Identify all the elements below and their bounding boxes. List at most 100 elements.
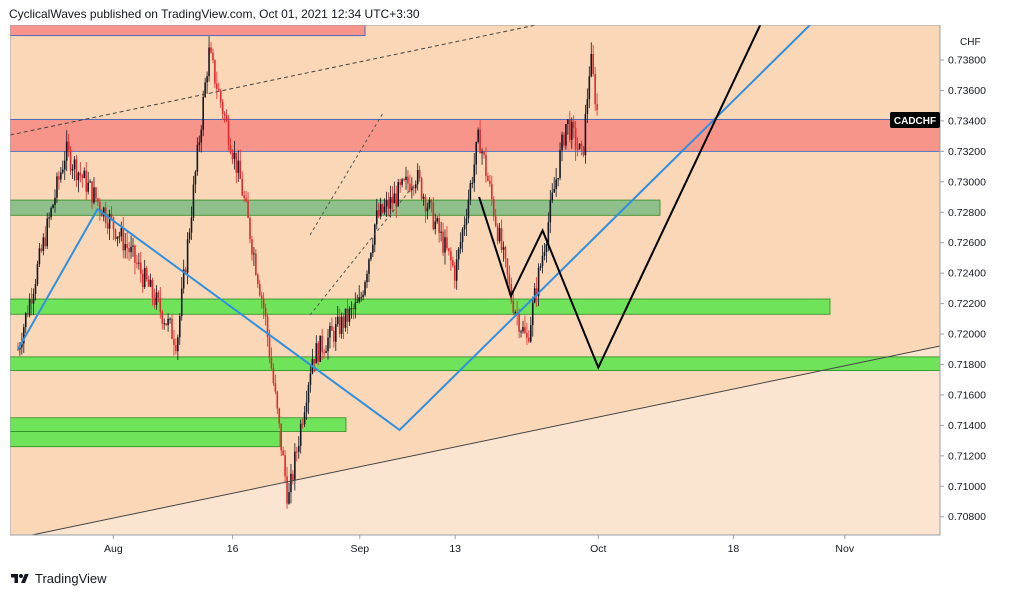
- candle-body: [530, 325, 532, 342]
- candle-body: [141, 273, 144, 288]
- candle-body: [586, 99, 589, 114]
- candle-body: [163, 323, 165, 325]
- candle-body: [262, 298, 265, 309]
- candle-body: [169, 318, 171, 320]
- candle-body: [208, 47, 210, 77]
- candle-body: [274, 383, 277, 392]
- candle-body: [99, 201, 101, 212]
- candle-body: [364, 282, 366, 295]
- candle-body: [138, 262, 140, 264]
- candle-body: [430, 199, 433, 203]
- candle-body: [120, 228, 123, 237]
- candle-body: [576, 148, 579, 150]
- price-tick-label: 0.71000: [948, 481, 986, 493]
- candle-body: [528, 337, 530, 342]
- candle-body: [418, 170, 421, 179]
- candle-body: [549, 200, 552, 223]
- candle-body: [551, 192, 554, 201]
- candle-body: [541, 256, 544, 267]
- price-tick-label: 0.70800: [948, 511, 986, 523]
- candle-body: [177, 337, 179, 352]
- candle-body: [383, 206, 386, 213]
- candle-body: [307, 384, 310, 403]
- candle-body: [483, 151, 485, 155]
- channel-zone: [10, 25, 940, 535]
- candle-body: [465, 218, 468, 225]
- candle-body: [377, 210, 380, 217]
- candle-body: [227, 121, 230, 146]
- candle-body: [225, 115, 228, 122]
- candle-body: [535, 288, 538, 297]
- candle-body: [270, 357, 273, 369]
- price-tick-label: 0.72400: [948, 268, 986, 280]
- candle-body: [422, 196, 425, 199]
- footer-brand: TradingView: [35, 571, 107, 586]
- candle-body: [455, 259, 458, 281]
- candle-body: [296, 451, 298, 453]
- candle-body: [161, 311, 164, 324]
- candle-body: [578, 143, 581, 150]
- candle-body: [194, 171, 197, 185]
- price-tick-label: 0.72200: [948, 298, 986, 310]
- price-tick-label: 0.73600: [948, 85, 986, 97]
- candle-body: [475, 141, 477, 165]
- candle-body: [366, 273, 368, 283]
- candle-body: [315, 343, 318, 364]
- candle-body: [219, 90, 222, 103]
- candle-body: [409, 183, 411, 191]
- candle-body: [67, 141, 70, 151]
- candle-body: [233, 152, 236, 159]
- candle-body: [157, 292, 160, 298]
- candle-body: [494, 216, 497, 226]
- candle-body: [414, 184, 417, 189]
- candle-body: [391, 196, 394, 204]
- candle-body: [537, 267, 540, 297]
- candle-body: [514, 312, 516, 314]
- candle-body: [116, 236, 119, 240]
- candle-body: [561, 134, 563, 151]
- price-tick-label: 0.71200: [948, 450, 986, 462]
- candle-body: [284, 455, 286, 477]
- candle-body: [34, 284, 37, 294]
- candle-body: [149, 279, 152, 287]
- candle-body: [416, 170, 419, 185]
- candle-body: [102, 207, 105, 217]
- candle-body: [570, 121, 573, 140]
- price-tick-label: 0.72800: [948, 207, 986, 219]
- candle-body: [485, 154, 487, 176]
- candle-body: [420, 178, 423, 199]
- candle-body: [428, 199, 431, 208]
- candle-body: [424, 196, 427, 212]
- candle-body: [188, 232, 191, 240]
- time-tick-label: Oct: [590, 543, 606, 555]
- price-tick-label: 0.72600: [948, 237, 986, 249]
- time-tick-label: 13: [449, 543, 461, 555]
- candle-body: [543, 252, 546, 257]
- candle-body: [206, 76, 208, 83]
- candle-body: [260, 295, 263, 299]
- trendlines: [10, 25, 940, 535]
- candle-body: [50, 208, 52, 218]
- last-price-badge[interactable]: CADCHF: [890, 112, 940, 128]
- candlestick-chart[interactable]: 0.73800 0.73600 0.73400 0.73200 0.73000 0.728…: [10, 25, 1000, 564]
- candle-body: [401, 179, 403, 185]
- candle-body: [434, 221, 437, 230]
- candle-body: [387, 200, 390, 209]
- candle-body: [171, 318, 173, 339]
- candle-body: [375, 210, 378, 225]
- candle-body: [286, 476, 288, 504]
- candle-body: [251, 239, 253, 255]
- candle-body: [592, 53, 594, 74]
- candle-body: [182, 269, 185, 289]
- candle-body: [89, 181, 91, 183]
- candle-body: [264, 308, 267, 317]
- candle-body: [36, 264, 39, 285]
- candle-body: [342, 316, 345, 328]
- resistance-zone-box: [10, 118, 940, 152]
- candle-body: [40, 248, 43, 252]
- candle-body: [65, 141, 68, 161]
- candle-body: [453, 265, 456, 281]
- candle-body: [596, 104, 598, 111]
- candle-body: [438, 218, 440, 233]
- candle-body: [569, 119, 571, 140]
